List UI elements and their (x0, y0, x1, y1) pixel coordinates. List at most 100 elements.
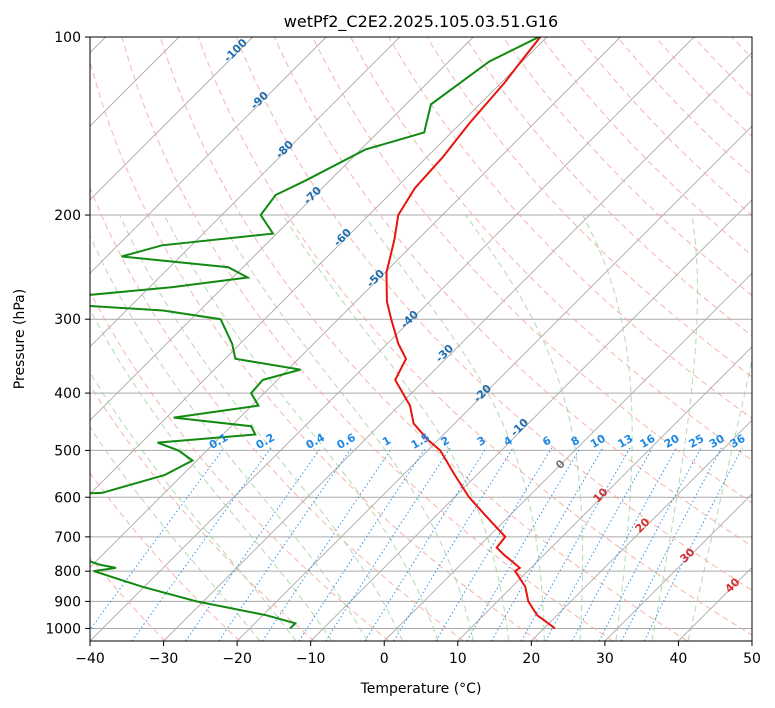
dry-adiabat-label: -60 (331, 226, 354, 249)
isotherm-line (310, 199, 752, 641)
dry-adiabat-line (159, 37, 688, 641)
dry-adiabat-line (90, 186, 464, 641)
x-axis-title: Temperature (°C) (360, 681, 482, 697)
moist-adiabat-line (90, 234, 368, 641)
dry-adiabat-line (693, 37, 752, 98)
isotherm-line (90, 37, 401, 348)
y-tick-label: 500 (54, 443, 81, 459)
moist-adiabat-line (582, 214, 633, 641)
mixing-ratio-line (218, 447, 352, 641)
background-lines (90, 37, 775, 641)
dry-adiabat-line (90, 384, 315, 641)
y-tick-label: 100 (54, 30, 81, 46)
mixing-ratio-label: 36 (728, 432, 748, 451)
x-tick-label: 20 (522, 651, 540, 667)
dry-adiabat-label: -30 (433, 342, 456, 365)
mixing-ratio-line (571, 447, 677, 641)
dry-adiabat-line (350, 37, 752, 461)
profile-lines (90, 37, 556, 630)
isotherm-line (604, 493, 752, 641)
moist-adiabat-line (163, 214, 439, 641)
dry-adiabat-line (655, 37, 752, 138)
mixing-ratio-line (90, 447, 225, 631)
mixing-ratio-line (643, 447, 743, 641)
moist-adiabat-label: 30 (678, 545, 698, 565)
mixing-ratio-line (621, 447, 722, 641)
isotherm-line (90, 37, 621, 569)
temperature-line (385, 37, 556, 630)
dry-adiabat-line (235, 37, 752, 591)
dry-adiabat-line (121, 37, 613, 641)
isotherm-line (90, 37, 548, 495)
dry-adiabat-line (464, 37, 752, 337)
mixing-ratio-line (364, 447, 487, 641)
y-tick-label: 700 (54, 530, 81, 546)
y-tick-label: 900 (54, 594, 81, 610)
moist-adiabat-line (217, 214, 474, 641)
isotherm-line (163, 51, 752, 641)
y-tick-label: 300 (54, 312, 81, 328)
isotherm-line (751, 640, 752, 641)
y-tick-label: 800 (54, 564, 81, 580)
x-tick-label: −10 (296, 651, 326, 667)
mixing-ratio-line (131, 447, 272, 641)
plot-frame (89, 36, 753, 642)
dry-adiabat-line (273, 37, 752, 547)
y-tick-label: 200 (54, 208, 81, 224)
mixing-ratio-line (491, 447, 604, 641)
x-tick-label: −40 (75, 651, 105, 667)
mixing-ratio-line (393, 447, 514, 641)
moist-adiabat-line (90, 426, 261, 641)
dry-adiabat-line (770, 37, 775, 641)
x-tick-label: −30 (149, 651, 179, 667)
x-tick-label: 0 (380, 651, 389, 667)
dry-adiabat-label: -40 (398, 308, 421, 331)
mixing-ratio-label: 25 (687, 432, 707, 451)
isotherm-line (90, 37, 327, 274)
moist-adiabat-label: 40 (723, 575, 743, 595)
mixing-ratio-label: 2 (439, 434, 452, 449)
mixing-ratio-label: 0.4 (304, 431, 328, 452)
moist-adiabat-line (90, 308, 333, 641)
dry-adiabat-line (90, 59, 539, 641)
dry-adiabat-label: -50 (364, 267, 387, 290)
isotherm-line (90, 37, 474, 421)
moist-adiabat-line (363, 214, 545, 641)
x-tick-label: 50 (743, 651, 761, 667)
dry-adiabat-line (540, 37, 752, 256)
mixing-ratio-line (466, 447, 581, 641)
moist-adiabat-line (651, 214, 699, 641)
mixing-ratio-line (325, 447, 451, 641)
y-tick-label: 400 (54, 386, 81, 402)
y-tick-label: 600 (54, 490, 81, 506)
dry-adiabat-label: -70 (301, 184, 324, 207)
x-tick-label: 40 (670, 651, 688, 667)
dry-adiabat-label: -10 (508, 416, 531, 439)
moist-adiabat-label: 10 (591, 485, 611, 505)
x-tick-label: 10 (449, 651, 467, 667)
mixing-ratio-label: 8 (569, 434, 582, 449)
dry-adiabat-line (197, 37, 752, 636)
dry-adiabat-line (90, 290, 390, 641)
dry-adiabat-label: -90 (248, 89, 271, 112)
dry-adiabat-line (502, 37, 752, 297)
isotherm-line (457, 346, 752, 641)
dry-adiabat-line (312, 37, 752, 504)
mixing-ratio-line (598, 447, 702, 641)
dry-adiabat-line (426, 37, 752, 378)
mixing-ratio-line (298, 447, 427, 641)
isotherm-line (383, 272, 752, 641)
dry-adiabat-line (388, 37, 752, 419)
moist-adiabat-line (119, 214, 404, 641)
x-tick-label: 30 (596, 651, 614, 667)
dry-adiabat-label: -20 (471, 382, 494, 405)
dry-adiabat-label: -80 (273, 138, 296, 161)
mixing-ratio-line (262, 447, 393, 641)
chart-title: wetPf2_C2E2.2025.105.03.51.G16 (284, 12, 558, 32)
moist-adiabat-line (90, 371, 297, 641)
isotherm-line (236, 125, 752, 641)
isotherm-line (90, 37, 695, 641)
isotherm-line (90, 37, 254, 201)
